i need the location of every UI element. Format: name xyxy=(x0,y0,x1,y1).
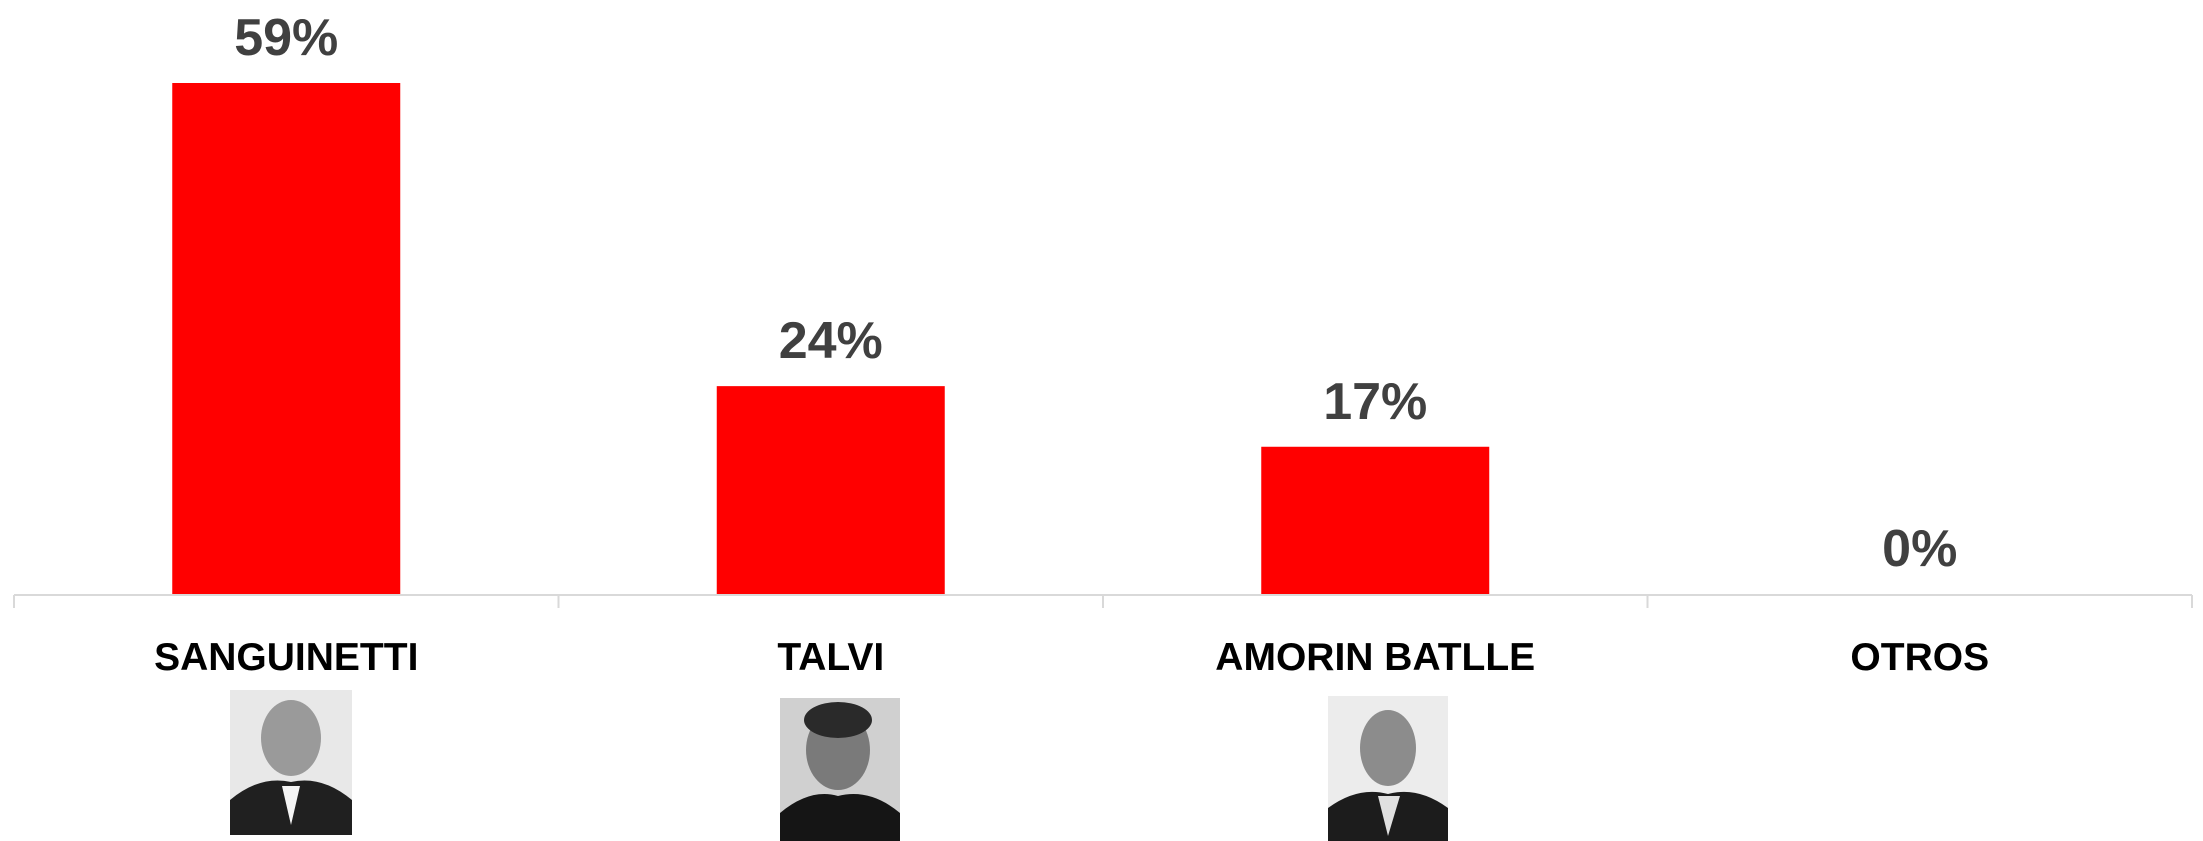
portrait xyxy=(230,690,352,835)
x-tick-label: OTROS xyxy=(1850,636,1989,679)
bar xyxy=(172,83,400,594)
bar xyxy=(717,386,945,594)
x-tick-label: AMORIN BATLLE xyxy=(1215,636,1535,679)
bar xyxy=(1261,447,1489,594)
portraits xyxy=(230,690,1448,841)
chart: 59% SANGUINETTI 24% TALVI 17% AMORIN BATLLE 0%… xyxy=(0,0,2203,841)
data-label: 17% xyxy=(1323,373,1427,431)
portrait xyxy=(780,698,900,841)
portrait xyxy=(1328,696,1448,841)
data-label: 24% xyxy=(779,312,883,370)
data-label: 0% xyxy=(1882,520,1957,578)
x-tick-label: TALVI xyxy=(777,636,884,679)
page: {"chart_data": {"type": "bar", "categori… xyxy=(0,0,2203,841)
data-label: 59% xyxy=(234,9,338,67)
x-tick-label: SANGUINETTI xyxy=(154,636,418,679)
